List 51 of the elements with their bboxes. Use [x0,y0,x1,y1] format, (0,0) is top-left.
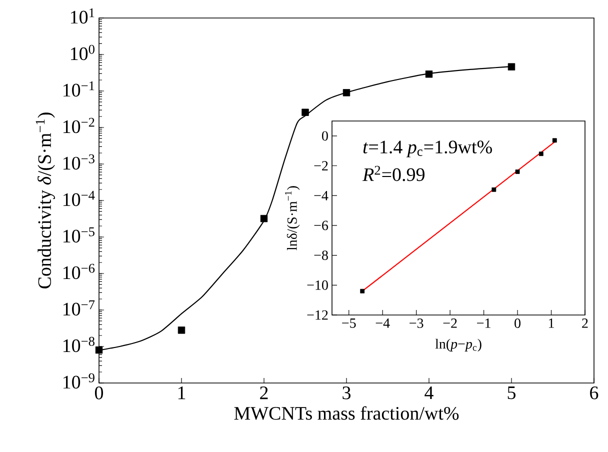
y-tick-label: 10$^{−2}$ [63,118,94,134]
point [425,70,433,78]
x-tick-label: 5 [508,386,516,400]
point [260,214,268,222]
y-tick-label: 10$^{−1}$ [63,81,94,97]
point [302,108,309,116]
x-axis-title: ln(p−p$_{c}$) [435,338,482,352]
point [342,89,350,96]
y-axis-title: lnδ/(S·m$^{−1}$) [285,186,300,250]
x-tick-label: 4 [424,386,434,400]
x-tick-label: −4 [376,318,390,328]
point [360,288,365,294]
y-tick-label: 10$^{0}$ [70,44,94,60]
x-tick-label: 1 [548,318,554,328]
x-axis-title: MWCNTs mass fraction/wt% [234,406,459,420]
y-tick-label: 10$^{−9}$ [63,373,94,389]
y-tick-label: −10 [307,280,328,290]
y-tick-label: 10$^{−4}$ [63,190,95,206]
point [178,326,186,334]
x-tick-label: 2 [582,318,588,328]
y-tick-label: −8 [314,250,328,260]
y-tick-label: −12 [307,310,328,320]
y-tick-label: 10$^{−6}$ [63,264,95,280]
y-tick-label: 10$^{−5}$ [63,227,94,243]
y-tick-label: −2 [314,161,328,170]
x-tick-label: 2 [260,386,268,400]
annotation: R$^{2}$=0.99 [362,166,424,182]
annotation: t=1.4 p$_{c}$=1.9wt% [363,140,492,158]
y-tick-label: 10$^{−7}$ [63,300,95,316]
y-tick-label: 10$^{−8}$ [63,336,94,352]
x-tick-label: −5 [342,318,356,328]
x-tick-label: 1 [178,386,186,400]
y-axis-title: Conductivity δ/(S·m$^{−1}$) [36,112,55,288]
y-tick-label: 0 [322,131,328,141]
point [95,346,103,354]
y-tick-label: −4 [314,190,328,200]
point [492,187,496,192]
point [515,170,520,174]
y-tick-label: 10$^{−3}$ [63,154,94,170]
x-tick-label: −3 [410,318,424,328]
x-tick-label: 3 [342,386,350,400]
y-tick-label: −6 [314,220,328,230]
x-tick-label: −1 [477,318,490,328]
point [538,152,544,156]
x-tick-label: 0 [94,386,104,400]
y-tick-label: 10$^{1}$ [70,8,94,24]
x-tick-label: −2 [443,318,457,328]
x-tick-label: 6 [590,386,598,400]
x-tick-label: 0 [514,318,520,328]
point [552,138,557,143]
point [508,63,516,70]
